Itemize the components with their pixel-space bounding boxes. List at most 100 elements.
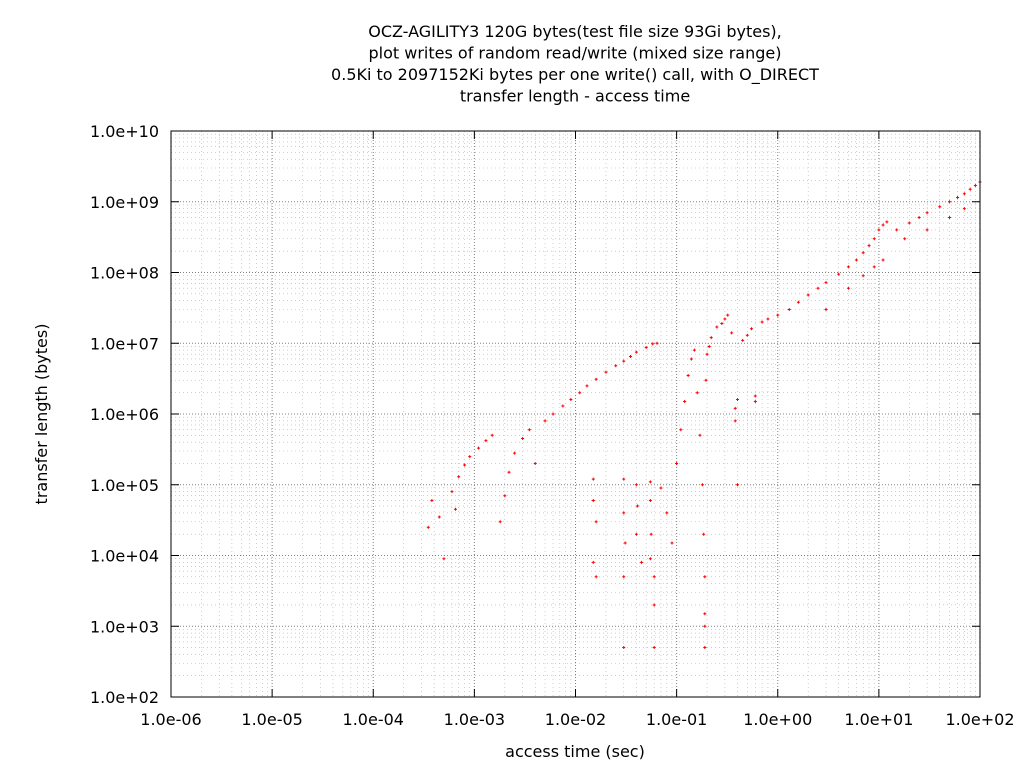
data-point [594,520,598,524]
x-tick-label: 1.0e-01 [646,710,707,729]
data-point [962,192,966,196]
data-point [477,446,481,450]
x-tick-label: 1.0e-03 [444,710,505,729]
data-point [730,331,734,335]
data-point [733,419,737,423]
data-point [703,646,707,650]
data-point [702,532,706,536]
data-point [741,338,745,342]
data-point [703,575,707,579]
data-point [640,560,644,564]
y-tick-label: 1.0e+10 [90,122,159,141]
data-point [648,557,652,561]
data-point [877,228,881,232]
data-point [824,307,828,311]
data-point [749,327,753,331]
data-point [907,221,911,225]
data-point [622,359,626,363]
data-point [453,507,457,511]
data-point [623,541,627,545]
data-point [938,205,942,209]
data-point [648,498,652,502]
data-point [776,313,780,317]
data-point [683,400,687,404]
data-point [507,470,511,474]
data-point [925,211,929,215]
data-point [837,272,841,276]
y-tick-label: 1.0e+02 [90,688,159,707]
data-point [591,560,595,564]
data-point [881,258,885,262]
x-tick-label: 1.0e-04 [343,710,404,729]
y-tick-label: 1.0e+08 [90,264,159,283]
y-tick-label: 1.0e+07 [90,334,159,353]
data-point [816,286,820,290]
data-point [736,398,740,402]
data-point [634,483,638,487]
data-point [426,525,430,529]
chart-title-line: OCZ-AGILITY3 120G bytes(test file size 9… [368,22,782,41]
data-point [733,406,737,410]
data-point [604,370,608,374]
data-point [622,575,626,579]
data-point [700,483,704,487]
data-point [430,498,434,502]
y-tick-label: 1.0e+09 [90,193,159,212]
data-point [720,322,724,326]
data-point [948,200,952,204]
data-point [551,412,555,416]
data-point [450,490,454,494]
data-point [652,646,656,650]
data-point [622,511,626,515]
data-point [648,480,652,484]
y-tick-label: 1.0e+03 [90,617,159,636]
data-point [686,374,690,378]
data-point [766,317,770,321]
data-point [753,400,757,404]
y-axis-label: transfer length (bytes) [32,324,51,505]
data-point [806,293,810,297]
data-point [846,286,850,290]
data-point [948,215,952,219]
chart-title-line: plot writes of random read/write (mixed … [369,44,782,63]
y-tick-label: 1.0e+05 [90,476,159,495]
data-point [962,207,966,211]
data-point [917,215,921,219]
x-tick-label: 1.0e+00 [743,710,812,729]
y-tick-label: 1.0e+06 [90,405,159,424]
data-point [651,342,655,346]
data-point [622,477,626,481]
data-point [655,341,659,345]
data-point [715,325,719,329]
data-point [861,274,865,278]
data-point [585,384,589,388]
data-point [861,251,865,255]
data-point [513,451,517,455]
data-point [846,265,850,269]
data-point [652,575,656,579]
data-point [649,532,653,536]
data-point [753,394,757,398]
data-point [723,317,727,321]
data-point [679,428,683,432]
data-point [670,541,674,545]
data-point [634,532,638,536]
data-point [726,313,730,317]
data-point [903,237,907,241]
data-point [956,195,960,199]
data-point [652,603,656,607]
data-point [760,320,764,324]
data-point [824,281,828,285]
data-point [591,477,595,481]
data-point [707,344,711,348]
data-point [689,357,693,361]
data-point [498,520,502,524]
data-point [796,300,800,304]
tick-marks [170,130,981,698]
x-tick-label: 1.0e-06 [140,710,201,729]
x-axis-label: access time (sec) [505,742,645,761]
data-point [543,419,547,423]
data-point [665,511,669,515]
